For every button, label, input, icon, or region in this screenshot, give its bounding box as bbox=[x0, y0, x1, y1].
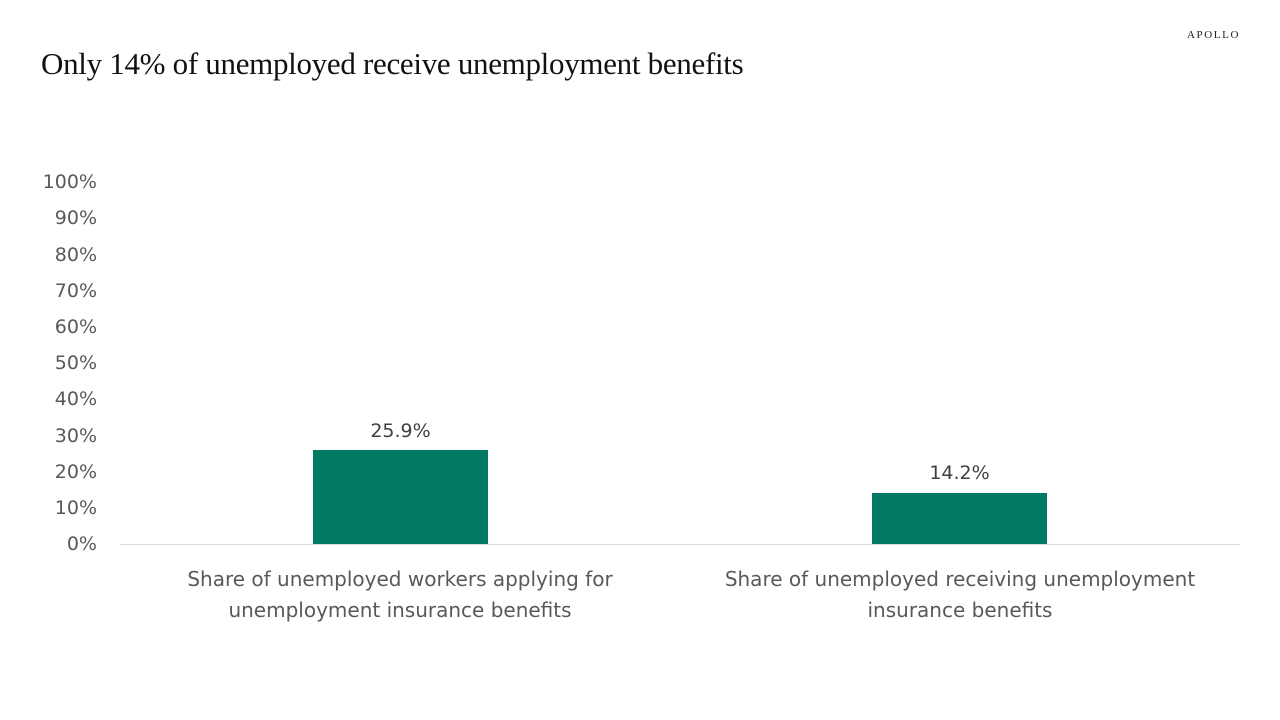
y-tick-100: 100% bbox=[42, 171, 97, 193]
bar-applying bbox=[313, 450, 488, 544]
apollo-logo: APOLLO bbox=[1187, 29, 1240, 41]
y-tick-30: 30% bbox=[54, 425, 97, 447]
category-label-line: Share of unemployed workers applying for bbox=[187, 567, 613, 591]
y-tick-90: 90% bbox=[54, 207, 97, 229]
y-tick-10: 10% bbox=[54, 497, 97, 519]
category-label-receiving: Share of unemployed receiving unemployme… bbox=[690, 564, 1230, 626]
y-tick-40: 40% bbox=[54, 388, 97, 410]
y-tick-50: 50% bbox=[54, 352, 97, 374]
category-label-applying: Share of unemployed workers applying for… bbox=[130, 564, 670, 626]
y-tick-0: 0% bbox=[66, 533, 97, 555]
y-tick-70: 70% bbox=[54, 280, 97, 302]
bar-receiving bbox=[872, 493, 1047, 544]
chart-title: Only 14% of unemployed receive unemploym… bbox=[41, 46, 744, 81]
category-label-line: insurance benefits bbox=[867, 598, 1053, 622]
y-tick-60: 60% bbox=[54, 316, 97, 338]
y-tick-20: 20% bbox=[54, 461, 97, 483]
y-tick-80: 80% bbox=[54, 244, 97, 266]
category-label-line: unemployment insurance benefits bbox=[228, 598, 572, 622]
data-label-applying: 25.9% bbox=[370, 420, 431, 442]
data-label-receiving: 14.2% bbox=[929, 462, 990, 484]
x-axis-line bbox=[120, 544, 1240, 545]
category-label-line: Share of unemployed receiving unemployme… bbox=[724, 567, 1196, 591]
